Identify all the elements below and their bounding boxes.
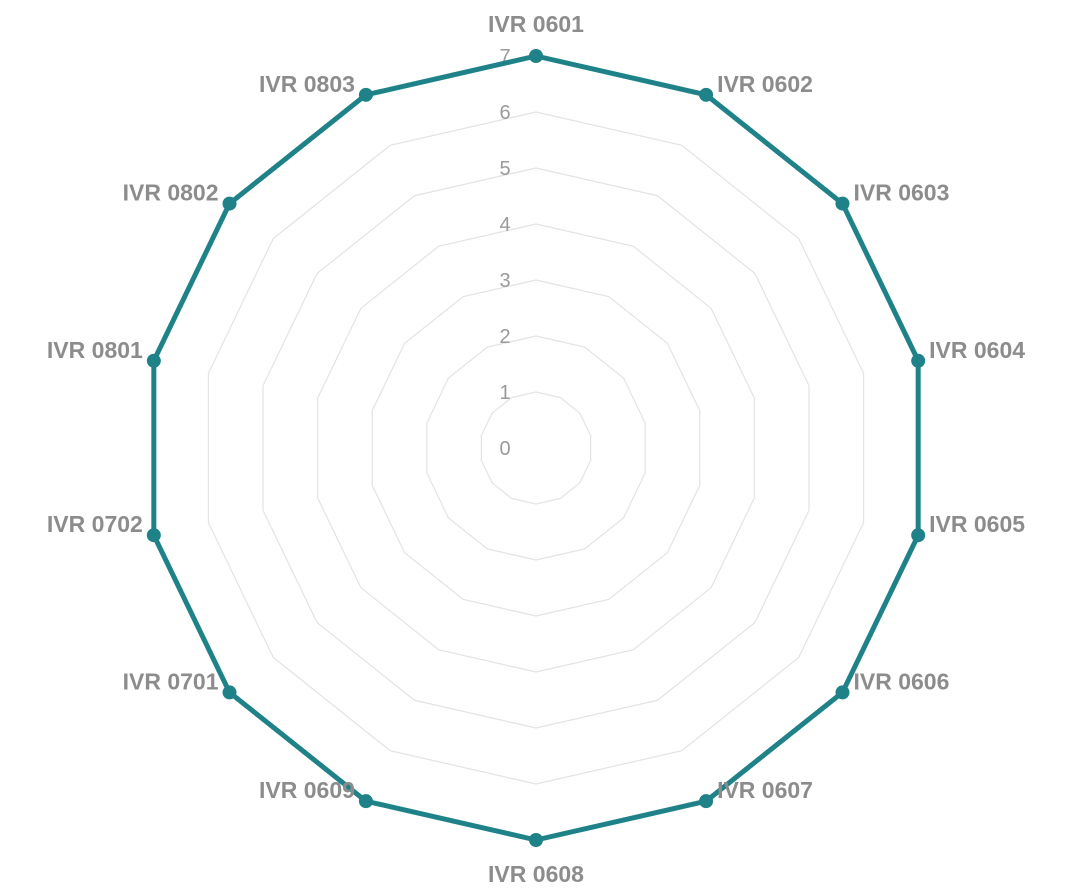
category-label: IVR 0601 bbox=[488, 11, 584, 37]
data-point[interactable] bbox=[146, 528, 161, 543]
data-point[interactable] bbox=[699, 87, 714, 102]
grid-ring bbox=[207, 111, 865, 785]
data-point[interactable] bbox=[358, 794, 373, 809]
category-label: IVR 0603 bbox=[853, 180, 949, 206]
radial-tick-label: 5 bbox=[499, 158, 510, 180]
data-point[interactable] bbox=[529, 49, 543, 63]
radial-tick-label: 0 bbox=[499, 438, 510, 460]
data-point[interactable] bbox=[911, 353, 926, 368]
series-layer bbox=[146, 49, 926, 847]
category-label: IVR 0608 bbox=[488, 861, 584, 887]
category-label: IVR 0802 bbox=[123, 180, 219, 206]
data-point[interactable] bbox=[222, 685, 237, 700]
radial-tick-label: 4 bbox=[499, 214, 510, 236]
grid-ring bbox=[371, 279, 701, 617]
category-label: IVR 0605 bbox=[929, 511, 1025, 537]
grid-ring bbox=[426, 335, 646, 561]
category-label: IVR 0607 bbox=[717, 777, 813, 803]
category-label: IVR 0803 bbox=[259, 71, 355, 97]
category-label: IVR 0801 bbox=[47, 337, 143, 363]
category-label: IVR 0602 bbox=[717, 71, 813, 97]
radial-tick-label: 3 bbox=[499, 270, 510, 292]
data-point[interactable] bbox=[699, 794, 714, 809]
category-label: IVR 0609 bbox=[259, 777, 355, 803]
data-point[interactable] bbox=[911, 528, 926, 543]
data-point[interactable] bbox=[358, 87, 373, 102]
radial-tick-label: 7 bbox=[499, 46, 510, 68]
radial-tick-labels: 0 1 2 3 4 5 6 7 bbox=[499, 46, 510, 460]
category-label: IVR 0604 bbox=[929, 337, 1025, 363]
data-point[interactable] bbox=[835, 685, 850, 700]
category-label: IVR 0702 bbox=[47, 511, 143, 537]
data-point[interactable] bbox=[146, 353, 161, 368]
data-point[interactable] bbox=[222, 196, 237, 211]
category-label: IVR 0701 bbox=[123, 668, 219, 694]
category-label: IVR 0606 bbox=[853, 668, 949, 694]
grid-ring bbox=[262, 167, 810, 729]
data-point[interactable] bbox=[529, 833, 543, 847]
data-point[interactable] bbox=[835, 196, 850, 211]
grid-ring bbox=[317, 223, 755, 673]
category-labels: IVR 0601 IVR 0602 IVR 0603 IVR 0604 IVR 0605… bbox=[47, 11, 1025, 887]
series-line bbox=[151, 53, 921, 843]
grid-ring bbox=[480, 391, 592, 505]
radial-tick-label: 1 bbox=[499, 382, 510, 404]
radial-tick-label: 2 bbox=[499, 326, 510, 348]
radial-tick-label: 6 bbox=[499, 102, 510, 124]
